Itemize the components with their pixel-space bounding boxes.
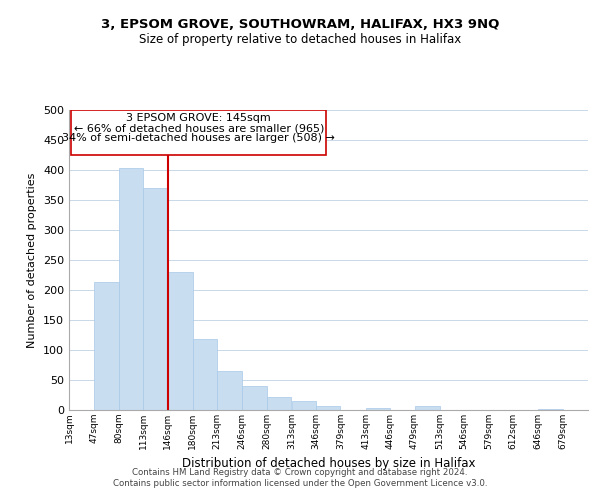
Bar	[119, 168, 143, 410]
Text: Size of property relative to detached houses in Halifax: Size of property relative to detached ho…	[139, 32, 461, 46]
Text: 3 EPSOM GROVE: 145sqm: 3 EPSOM GROVE: 145sqm	[127, 113, 271, 123]
Bar	[415, 406, 440, 410]
Text: 34% of semi-detached houses are larger (508) →: 34% of semi-detached houses are larger (…	[62, 133, 335, 143]
Bar	[292, 401, 316, 410]
FancyBboxPatch shape	[71, 110, 326, 155]
Bar	[94, 282, 119, 410]
Bar	[242, 386, 267, 410]
Bar	[316, 406, 340, 410]
Bar	[538, 409, 563, 410]
Text: Contains HM Land Registry data © Crown copyright and database right 2024.
Contai: Contains HM Land Registry data © Crown c…	[113, 468, 487, 487]
Text: ← 66% of detached houses are smaller (965): ← 66% of detached houses are smaller (96…	[74, 123, 324, 133]
Bar	[217, 371, 242, 410]
Bar	[267, 397, 292, 410]
Y-axis label: Number of detached properties: Number of detached properties	[28, 172, 37, 348]
Bar	[193, 339, 217, 410]
X-axis label: Distribution of detached houses by size in Halifax: Distribution of detached houses by size …	[182, 458, 475, 470]
Text: 3, EPSOM GROVE, SOUTHOWRAM, HALIFAX, HX3 9NQ: 3, EPSOM GROVE, SOUTHOWRAM, HALIFAX, HX3…	[101, 18, 499, 30]
Bar	[168, 272, 193, 410]
Bar	[143, 188, 167, 410]
Bar	[365, 408, 390, 410]
